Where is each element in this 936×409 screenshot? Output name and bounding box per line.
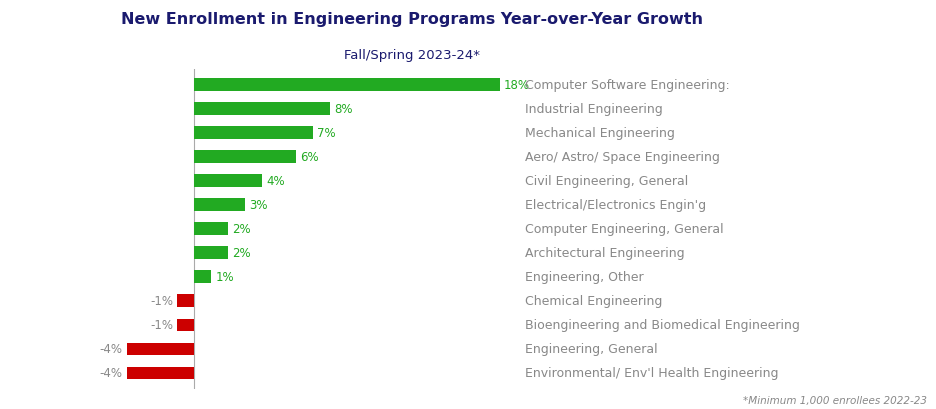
Text: Fall/Spring 2023-24*: Fall/Spring 2023-24* <box>344 49 480 62</box>
Text: -1%: -1% <box>151 294 173 308</box>
Text: Computer Software Engineering:: Computer Software Engineering: <box>525 79 730 92</box>
Text: New Enrollment in Engineering Programs Year-over-Year Growth: New Enrollment in Engineering Programs Y… <box>121 12 703 27</box>
Bar <box>195 247 228 259</box>
Text: Civil Engineering, General: Civil Engineering, General <box>525 175 688 188</box>
Text: 2%: 2% <box>232 222 251 236</box>
Bar <box>195 271 212 283</box>
Text: 2%: 2% <box>232 247 251 260</box>
Bar <box>195 79 500 91</box>
Text: Industrial Engineering: Industrial Engineering <box>525 103 663 116</box>
Text: Computer Engineering, General: Computer Engineering, General <box>525 222 724 236</box>
Text: Engineering, General: Engineering, General <box>525 342 658 355</box>
Bar <box>126 343 195 355</box>
Text: -1%: -1% <box>151 319 173 331</box>
Text: 7%: 7% <box>317 127 336 139</box>
Text: Aero/ Astro/ Space Engineering: Aero/ Astro/ Space Engineering <box>525 151 720 164</box>
Text: 18%: 18% <box>504 79 530 92</box>
Text: Chemical Engineering: Chemical Engineering <box>525 294 663 308</box>
Text: 8%: 8% <box>334 103 353 116</box>
Text: Electrical/Electronics Engin'g: Electrical/Electronics Engin'g <box>525 198 706 211</box>
Bar <box>195 223 228 235</box>
Bar <box>195 199 245 211</box>
Text: Mechanical Engineering: Mechanical Engineering <box>525 127 675 139</box>
Bar <box>178 295 195 307</box>
Text: -4%: -4% <box>99 366 123 380</box>
Bar <box>178 319 195 331</box>
Bar <box>195 175 262 187</box>
Bar <box>195 127 314 139</box>
Text: 6%: 6% <box>300 151 319 164</box>
Text: Architectural Engineering: Architectural Engineering <box>525 247 684 260</box>
Text: *Minimum 1,000 enrollees 2022-23: *Minimum 1,000 enrollees 2022-23 <box>742 395 927 405</box>
Text: Bioengineering and Biomedical Engineering: Bioengineering and Biomedical Engineerin… <box>525 319 800 331</box>
Text: Environmental/ Env'l Health Engineering: Environmental/ Env'l Health Engineering <box>525 366 779 380</box>
Text: 4%: 4% <box>267 175 285 188</box>
Text: -4%: -4% <box>99 342 123 355</box>
Text: Engineering, Other: Engineering, Other <box>525 270 644 283</box>
Bar <box>195 103 330 115</box>
Bar <box>126 367 195 379</box>
Text: 3%: 3% <box>250 198 268 211</box>
Bar <box>195 151 296 163</box>
Text: 1%: 1% <box>215 270 234 283</box>
